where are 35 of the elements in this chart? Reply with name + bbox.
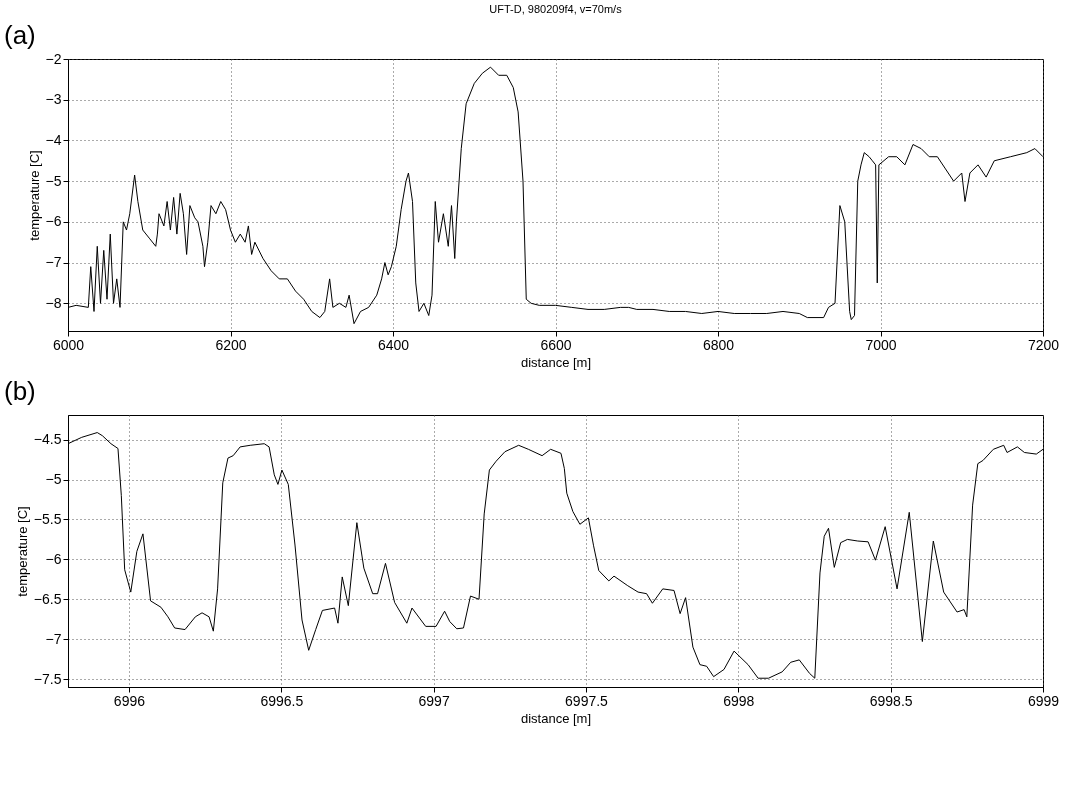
x-tick-label: 6997.5 [565,692,609,709]
x-tick-label: 6998 [723,692,755,709]
chart-title: UFT-D, 980209f4, v=70m/s [489,3,623,15]
x-tick-label: 6600 [540,336,572,353]
x-tick-label: 6200 [215,336,247,353]
y-tick-label: −7 [45,630,62,647]
y-tick-label: −6 [45,213,62,230]
y-tick-label: −5.5 [33,510,62,527]
y-tick-label: −3 [45,91,62,108]
x-tick-label: 6000 [52,336,85,353]
y-tick-label: −2 [45,50,62,67]
text: (a) [4,20,36,50]
x-tick-label: 7200 [1027,336,1060,353]
y-tick-label: −8 [45,294,62,311]
x-tick-label: 6400 [377,336,410,353]
x-tick-label: 7000 [865,336,897,353]
y-tick-label: −4.5 [33,431,62,448]
x-axis-title: distance [m] [520,354,592,370]
y-tick-label: −7.5 [33,670,62,687]
text: (b) [4,376,36,406]
x-tick-label: 6996 [113,692,146,709]
x-tick-label: 6998.5 [869,692,913,709]
y-tick-label: −5 [45,172,62,189]
y-tick-label: −5 [45,471,62,488]
x-axis-title: distance [m] [520,710,592,726]
x-tick-label: 6996.5 [260,692,304,709]
y-tick-label: −7 [45,254,62,271]
y-axis-title: temperature [C] [14,506,30,597]
x-tick-label: 6997 [418,692,450,709]
y-axis-title: temperature [C] [26,150,42,241]
x-tick-label: 6800 [702,336,735,353]
y-tick-label: −6 [45,550,62,567]
y-tick-label: −6.5 [33,590,62,607]
y-tick-label: −4 [45,131,62,148]
x-tick-label: 6999 [1027,692,1060,709]
